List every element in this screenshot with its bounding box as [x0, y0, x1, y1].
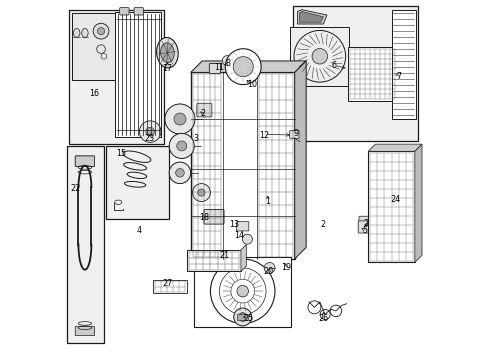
FancyBboxPatch shape [203, 210, 224, 224]
FancyBboxPatch shape [289, 131, 298, 138]
Text: 6: 6 [331, 61, 336, 70]
FancyBboxPatch shape [357, 221, 373, 233]
Text: 7: 7 [395, 72, 401, 81]
Polygon shape [69, 10, 163, 144]
FancyBboxPatch shape [236, 222, 248, 231]
Circle shape [176, 141, 186, 151]
Text: 12: 12 [259, 131, 269, 140]
Text: 4: 4 [136, 226, 141, 235]
Polygon shape [187, 250, 241, 271]
Polygon shape [153, 280, 187, 293]
FancyBboxPatch shape [134, 8, 143, 15]
Circle shape [198, 189, 204, 196]
Text: 22: 22 [70, 184, 80, 193]
Polygon shape [67, 146, 104, 343]
Polygon shape [294, 61, 305, 259]
Circle shape [169, 162, 190, 184]
Circle shape [233, 50, 255, 73]
Circle shape [233, 308, 251, 326]
Polygon shape [348, 47, 396, 101]
Text: 23: 23 [144, 134, 154, 143]
Text: 2: 2 [200, 109, 205, 118]
Polygon shape [190, 72, 294, 259]
Text: 19: 19 [280, 264, 290, 273]
Circle shape [169, 134, 194, 158]
Text: 18: 18 [199, 213, 209, 222]
Circle shape [222, 55, 232, 66]
Text: 9: 9 [293, 129, 299, 138]
Circle shape [164, 104, 195, 134]
Text: 17: 17 [162, 64, 172, 73]
Polygon shape [292, 6, 418, 140]
Text: 20: 20 [264, 267, 273, 276]
Polygon shape [72, 13, 117, 80]
Text: 1: 1 [265, 197, 270, 206]
Polygon shape [367, 151, 414, 262]
Ellipse shape [156, 37, 178, 68]
Text: 3: 3 [193, 134, 198, 143]
Circle shape [192, 184, 210, 202]
FancyBboxPatch shape [237, 314, 247, 320]
FancyBboxPatch shape [75, 326, 94, 336]
Polygon shape [391, 10, 415, 119]
Circle shape [237, 285, 248, 297]
FancyBboxPatch shape [75, 156, 94, 166]
FancyBboxPatch shape [209, 63, 220, 73]
Text: 21: 21 [219, 251, 229, 260]
Polygon shape [367, 144, 421, 151]
Text: 25: 25 [243, 314, 253, 323]
Polygon shape [297, 10, 326, 24]
Text: 8: 8 [225, 59, 230, 68]
Polygon shape [115, 12, 161, 137]
Polygon shape [290, 27, 348, 86]
Circle shape [239, 57, 249, 67]
Circle shape [97, 28, 104, 35]
Polygon shape [194, 257, 290, 327]
Text: 24: 24 [389, 195, 399, 204]
Text: 15: 15 [116, 149, 125, 158]
Circle shape [174, 113, 185, 125]
Text: 26: 26 [318, 314, 328, 323]
Polygon shape [190, 61, 305, 72]
Polygon shape [299, 12, 323, 22]
Polygon shape [106, 146, 169, 220]
Ellipse shape [160, 43, 174, 63]
Circle shape [175, 168, 184, 177]
Circle shape [230, 279, 254, 303]
Circle shape [238, 313, 246, 321]
Text: 27: 27 [162, 279, 172, 288]
Text: 2: 2 [363, 219, 368, 228]
Text: 11: 11 [214, 63, 224, 72]
Text: 14: 14 [234, 231, 244, 240]
Polygon shape [241, 244, 246, 271]
Text: 13: 13 [228, 220, 238, 229]
Circle shape [311, 49, 327, 64]
Circle shape [225, 49, 261, 85]
Polygon shape [414, 144, 421, 262]
Ellipse shape [81, 28, 88, 37]
FancyBboxPatch shape [75, 156, 94, 166]
Text: 10: 10 [246, 81, 256, 90]
Text: 5: 5 [361, 226, 366, 235]
Text: 2: 2 [320, 220, 325, 229]
Circle shape [93, 23, 109, 39]
Circle shape [139, 121, 161, 142]
Circle shape [242, 234, 252, 244]
Circle shape [233, 57, 253, 77]
Text: 16: 16 [89, 89, 100, 98]
Ellipse shape [73, 28, 80, 37]
Circle shape [145, 127, 154, 136]
FancyBboxPatch shape [196, 103, 211, 117]
Circle shape [264, 262, 274, 273]
FancyBboxPatch shape [120, 8, 129, 15]
FancyBboxPatch shape [358, 216, 373, 230]
